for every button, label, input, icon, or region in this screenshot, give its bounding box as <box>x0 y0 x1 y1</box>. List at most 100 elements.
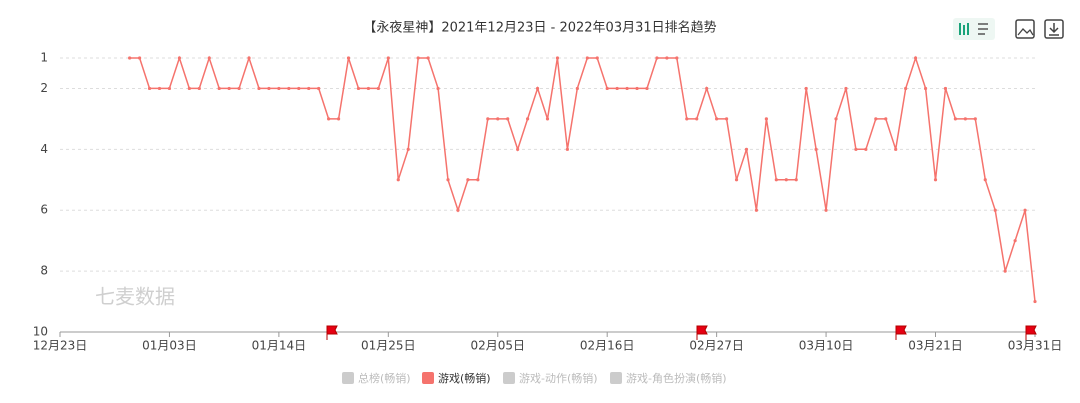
list-icon <box>978 23 988 35</box>
data-point <box>346 56 351 60</box>
data-point <box>794 178 798 182</box>
data-point <box>436 86 440 91</box>
data-point <box>575 86 579 91</box>
bar-icon <box>959 23 969 35</box>
data-point <box>724 117 729 121</box>
data-point <box>695 117 699 121</box>
legend-swatch[interactable] <box>342 372 354 384</box>
data-point <box>605 86 609 91</box>
x-tick-label: 01月14日 <box>252 339 307 353</box>
flag-icon <box>1025 325 1037 340</box>
data-point <box>645 86 649 91</box>
data-point <box>157 86 162 91</box>
data-point <box>1033 299 1037 304</box>
data-point <box>426 56 430 60</box>
y-tick-label: 8 <box>40 264 48 278</box>
x-tick-label: 03月31日 <box>1008 339 1063 353</box>
data-point <box>914 56 918 60</box>
data-point <box>943 86 948 91</box>
data-point <box>1003 269 1007 273</box>
legend-swatch[interactable] <box>610 372 622 384</box>
data-point <box>894 147 898 151</box>
data-point <box>287 86 291 91</box>
flag-icon <box>895 325 907 340</box>
data-point <box>1013 239 1017 243</box>
data-point <box>187 86 191 91</box>
data-point <box>257 86 261 91</box>
data-point <box>227 86 231 91</box>
data-point <box>128 56 132 60</box>
data-point <box>983 178 987 182</box>
data-point <box>247 56 251 60</box>
data-point <box>784 178 788 182</box>
data-point <box>147 86 152 91</box>
data-point <box>416 56 420 60</box>
data-point <box>774 178 778 182</box>
download-button[interactable] <box>1044 19 1064 39</box>
y-tick-label: 10 <box>33 325 48 339</box>
data-point <box>864 147 868 151</box>
data-point <box>625 86 629 91</box>
legend-label[interactable]: 总榜(畅销) <box>358 371 411 385</box>
data-point <box>197 86 201 91</box>
data-point <box>506 117 510 121</box>
data-point <box>167 86 172 91</box>
data-point <box>874 117 878 121</box>
data-point <box>446 178 450 182</box>
data-point <box>277 86 281 91</box>
data-point <box>516 147 520 151</box>
flag-icon <box>326 325 338 340</box>
data-point <box>585 56 589 60</box>
data-point <box>804 86 808 91</box>
data-point <box>137 56 142 60</box>
data-point <box>177 56 181 60</box>
x-tick-label: 02月16日 <box>580 339 635 353</box>
image-button[interactable] <box>1015 19 1035 39</box>
x-tick-label: 03月21日 <box>908 339 963 353</box>
data-point <box>366 86 371 91</box>
x-tick-label: 02月05日 <box>470 339 525 353</box>
data-point <box>356 86 361 91</box>
series-line <box>129 55 1036 302</box>
data-point <box>386 56 390 60</box>
data-point <box>307 86 311 91</box>
data-point <box>565 147 569 151</box>
data-point <box>635 86 639 91</box>
data-point <box>376 86 380 91</box>
data-point <box>526 117 530 121</box>
data-point <box>217 86 221 91</box>
data-point <box>297 86 301 91</box>
data-point <box>486 117 490 121</box>
data-point <box>595 56 599 60</box>
data-point <box>545 117 550 121</box>
legend-swatch[interactable] <box>503 372 515 384</box>
legend-swatch[interactable] <box>422 372 434 384</box>
data-point <box>814 147 818 151</box>
data-point <box>267 86 271 91</box>
data-point <box>396 178 400 182</box>
data-point <box>476 178 480 182</box>
data-point <box>933 178 938 182</box>
data-point <box>923 86 928 91</box>
legend-label[interactable]: 游戏(畅销) <box>438 371 491 385</box>
data-point <box>754 208 759 212</box>
data-point <box>555 56 560 60</box>
data-point <box>327 117 331 121</box>
data-point <box>734 178 739 182</box>
data-point <box>884 117 888 121</box>
data-point <box>764 117 768 121</box>
data-point <box>466 178 470 182</box>
legend-label[interactable]: 游戏-动作(畅销) <box>519 371 598 385</box>
data-point <box>1023 208 1027 212</box>
toolbar[interactable] <box>953 18 1064 40</box>
x-tick-label: 01月03日 <box>142 339 197 353</box>
watermark: 七麦数据 <box>95 285 175 309</box>
legend-label[interactable]: 游戏-角色扮演(畅销) <box>626 371 727 385</box>
data-point <box>715 117 719 121</box>
x-tick-label: 12月23日 <box>33 339 88 353</box>
data-point <box>953 117 958 121</box>
x-tick-label: 01月25日 <box>361 339 416 353</box>
data-point <box>904 86 908 91</box>
data-point <box>456 208 460 212</box>
